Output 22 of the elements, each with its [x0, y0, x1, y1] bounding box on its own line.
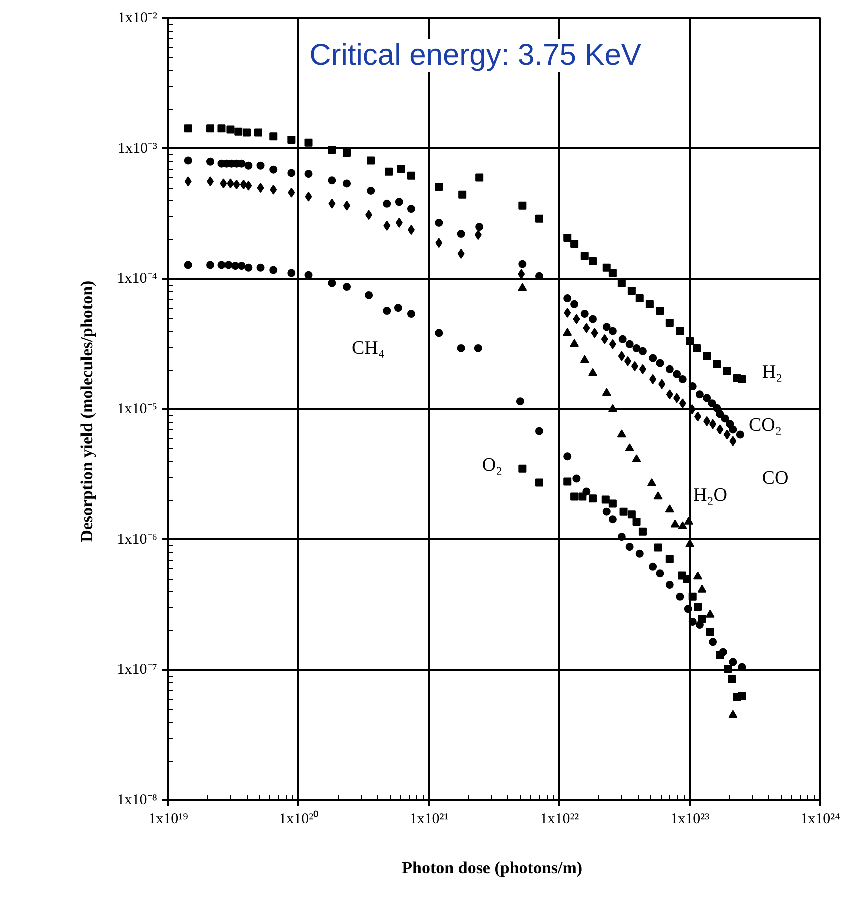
x-tick-label: 1x10²³: [670, 812, 710, 828]
y-axis-title: Desorption yield (molecules/photon): [77, 280, 96, 542]
y-tick-label: 1x10⁻⁷: [117, 662, 158, 678]
annotation: CH₄: [352, 338, 386, 359]
x-tick-label: 1x10²⁰: [279, 810, 319, 828]
y-tick-label: 1x10⁻³: [118, 140, 158, 157]
y-tick-label: 1x10⁻⁴: [117, 271, 158, 288]
x-tick-label: 1x10²²: [540, 812, 580, 828]
text: Critical energy: 3.75 KeV: [310, 39, 642, 72]
y-tick-label: 1x10⁻⁶: [117, 532, 158, 548]
y-tick-label: 1x10⁻²: [118, 10, 158, 26]
y-tick-label: 1x10⁻⁸: [117, 792, 158, 808]
annotation: H₂O: [693, 485, 728, 506]
x-tick-label: 1x10¹⁹: [148, 812, 188, 828]
x-axis-title: Photon dose (photons/m): [402, 858, 583, 878]
annotation: CO₂: [748, 415, 782, 436]
annotation: O₂: [482, 455, 503, 476]
annotation: CO: [762, 468, 789, 489]
annotation: H₂: [762, 362, 783, 383]
x-tick-label: 1x10²¹: [410, 812, 449, 828]
y-tick-label: 1x10⁻⁵: [117, 402, 158, 418]
x-tick-label: 1x10²⁴: [800, 812, 840, 828]
